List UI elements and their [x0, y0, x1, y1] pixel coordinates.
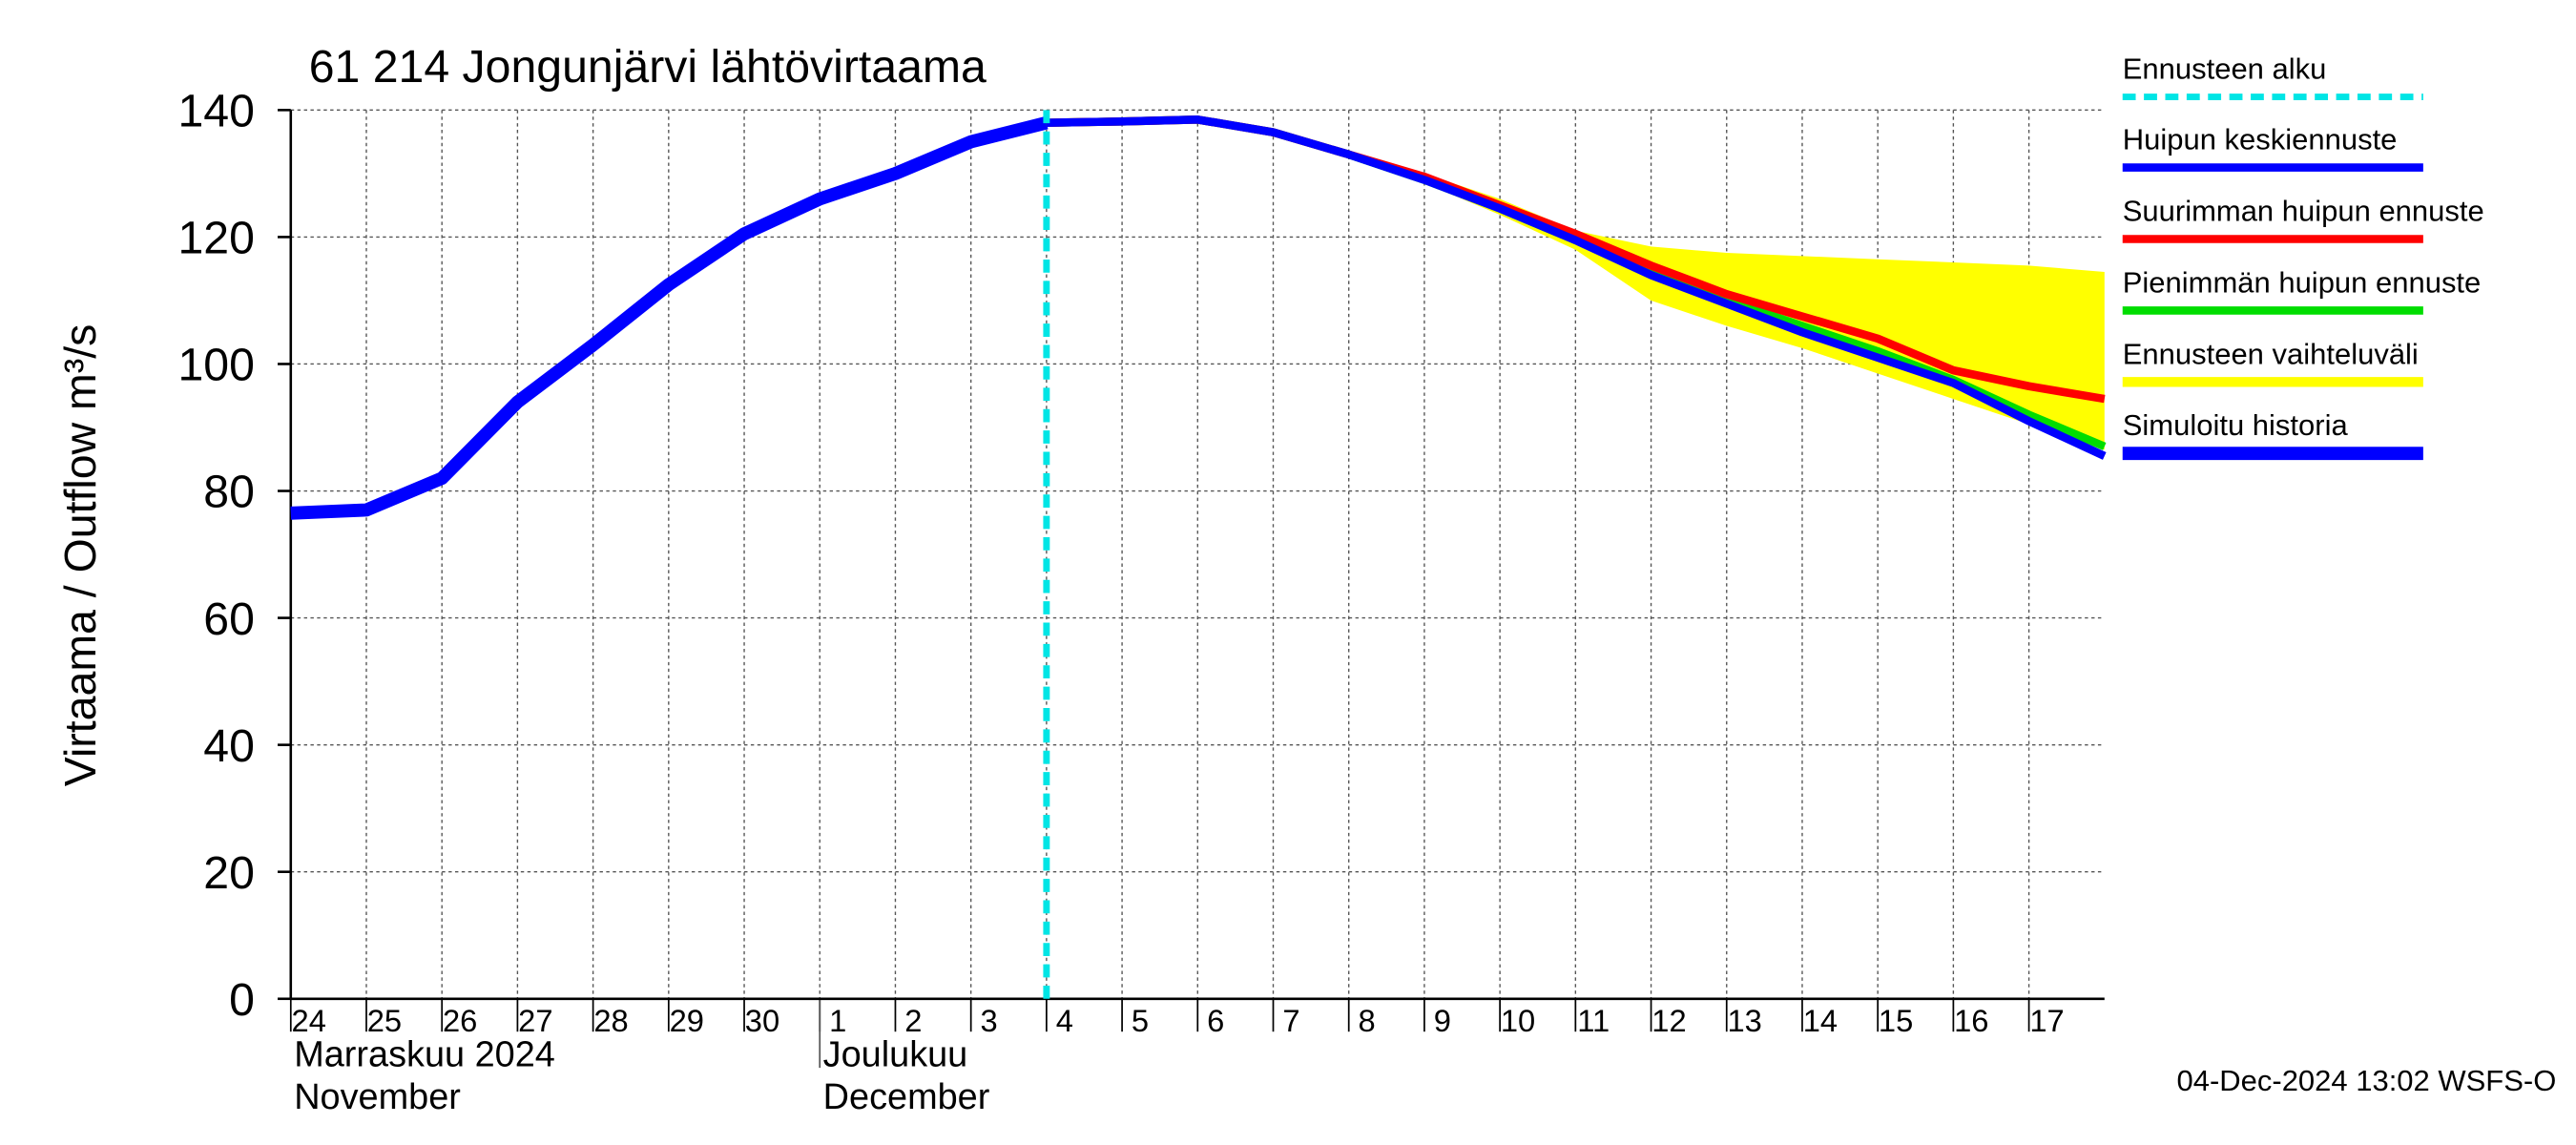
legend-label: Pienimmän huipun ennuste	[2123, 265, 2482, 299]
x-tick-label: 1	[829, 1003, 846, 1038]
x-tick-label: 10	[1501, 1003, 1535, 1038]
y-tick-label: 20	[203, 847, 255, 899]
series-line	[1046, 115, 2107, 460]
x-tick-label: 13	[1728, 1003, 1762, 1038]
y-tick-label: 60	[203, 593, 255, 645]
y-tick-label: 40	[203, 720, 255, 772]
chart-title: 61 214 Jongunjärvi lähtövirtaama	[309, 41, 987, 93]
y-tick-label: 140	[177, 86, 254, 137]
x-tick-label: 12	[1652, 1003, 1686, 1038]
y-tick-label: 80	[203, 467, 255, 518]
y-tick-label: 100	[177, 340, 254, 391]
x-tick-label: 30	[745, 1003, 779, 1038]
x-tick-label: 29	[670, 1003, 704, 1038]
month-label: Joulukuu	[823, 1034, 968, 1074]
legend-label: Simuloitu historia	[2123, 408, 2349, 442]
x-tick-label: 11	[1577, 1003, 1610, 1038]
x-tick-label: 27	[518, 1003, 552, 1038]
month-label: November	[294, 1077, 461, 1117]
x-tick-label: 2	[904, 1003, 922, 1038]
x-tick-label: 3	[981, 1003, 998, 1038]
month-label: Marraskuu 2024	[294, 1034, 555, 1074]
x-tick-label: 6	[1207, 1003, 1224, 1038]
x-tick-label: 24	[292, 1003, 326, 1038]
x-tick-label: 5	[1132, 1003, 1149, 1038]
y-axis-label: Virtaama / Outflow m³/s	[55, 324, 105, 787]
y-tick-label: 0	[229, 974, 255, 1026]
legend-label: Huipun keskiennuste	[2123, 123, 2398, 156]
legend-label: Suurimman huipun ennuste	[2123, 195, 2484, 228]
x-tick-label: 8	[1359, 1003, 1376, 1038]
legend-label: Ennusteen alku	[2123, 52, 2327, 86]
x-tick-label: 7	[1282, 1003, 1299, 1038]
month-label: December	[823, 1077, 990, 1117]
footer: 04-Dec-2024 13:02 WSFS-O	[2176, 1064, 2556, 1097]
legend-label: Ennusteen vaihteluväli	[2123, 337, 2419, 370]
series-line	[290, 115, 1049, 520]
x-tick-label: 16	[1954, 1003, 1988, 1038]
x-tick-label: 25	[367, 1003, 402, 1038]
x-tick-label: 26	[443, 1003, 477, 1038]
x-tick-label: 9	[1434, 1003, 1451, 1038]
x-tick-label: 15	[1879, 1003, 1913, 1038]
y-tick-label: 120	[177, 213, 254, 264]
x-tick-label: 14	[1803, 1003, 1838, 1038]
forecast-range	[1046, 119, 2105, 450]
x-tick-label: 28	[593, 1003, 628, 1038]
x-tick-label: 4	[1056, 1003, 1073, 1038]
x-tick-label: 17	[2029, 1003, 2064, 1038]
